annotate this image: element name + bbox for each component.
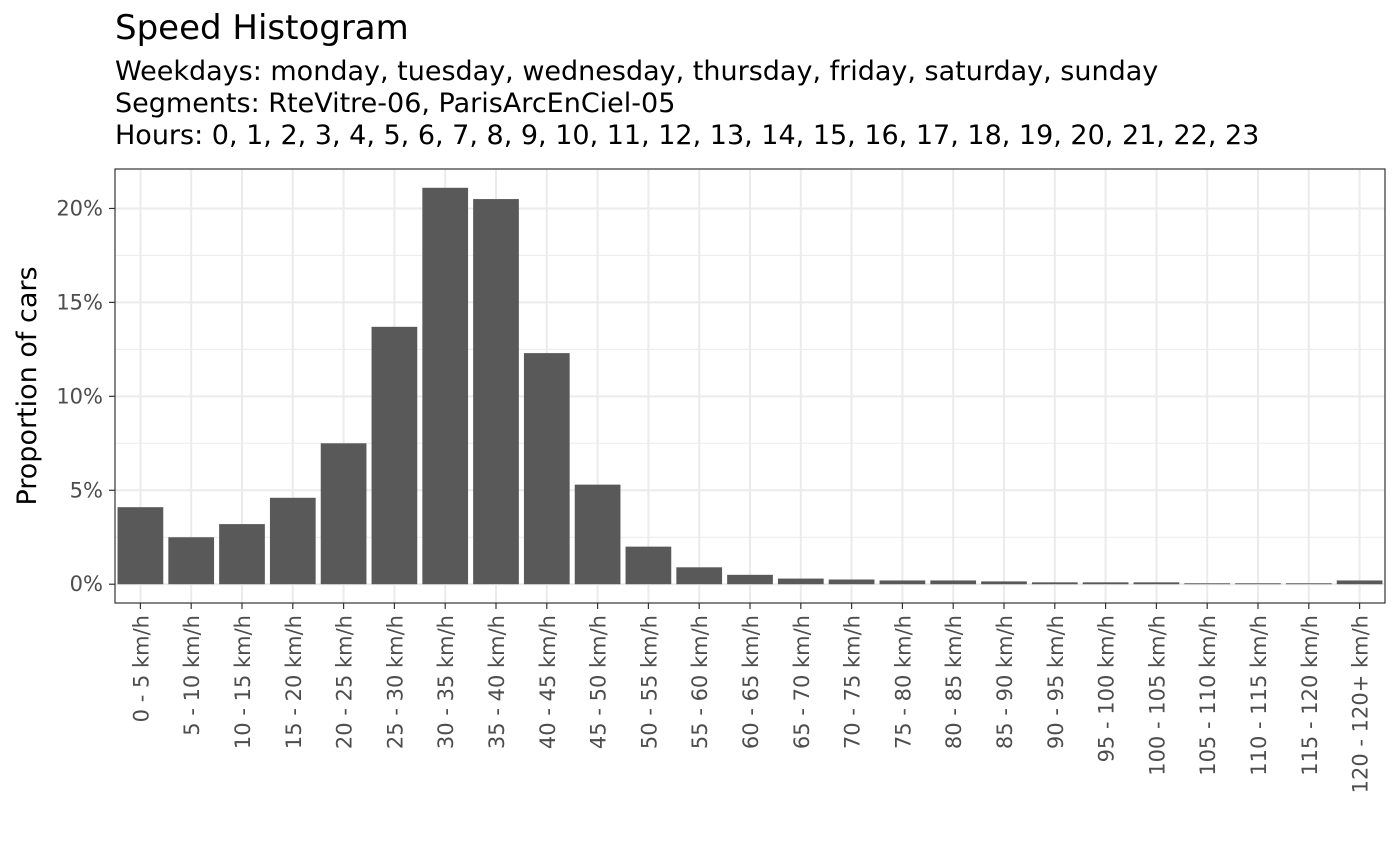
y-tick-label: 15% <box>56 290 103 314</box>
x-tick-label: 85 - 90 km/h <box>993 615 1017 749</box>
bar <box>777 578 824 585</box>
bar <box>828 579 875 585</box>
bar <box>320 443 367 585</box>
y-axis-label: Proportion of cars <box>12 266 43 505</box>
bar <box>1336 580 1383 585</box>
bar <box>930 580 977 585</box>
y-tick-label: 20% <box>56 196 103 220</box>
x-tick-label: 35 - 40 km/h <box>485 615 509 749</box>
bars <box>117 187 1383 585</box>
x-tick-label: 25 - 30 km/h <box>383 615 407 749</box>
x-tick-label: 0 - 5 km/h <box>129 615 153 722</box>
x-tick-label: 95 - 100 km/h <box>1095 615 1119 762</box>
bar <box>1082 582 1129 585</box>
x-tick-label: 110 - 115 km/h <box>1247 615 1271 776</box>
bar <box>473 199 519 585</box>
bar <box>676 567 723 585</box>
x-tick-label: 115 - 120 km/h <box>1298 615 1322 776</box>
chart-title: Speed Histogram <box>115 8 409 48</box>
x-tick-label: 20 - 25 km/h <box>333 615 357 749</box>
bar <box>422 187 469 585</box>
bar <box>1133 582 1180 585</box>
bar <box>625 546 672 585</box>
x-tick-label: 15 - 20 km/h <box>282 615 306 749</box>
x-tick-label: 30 - 35 km/h <box>434 615 458 749</box>
x-tick-label: 50 - 55 km/h <box>637 615 661 749</box>
bar <box>168 537 215 585</box>
bar <box>269 497 316 585</box>
x-tick-label: 80 - 85 km/h <box>942 615 966 749</box>
x-tick-label: 55 - 60 km/h <box>688 615 712 749</box>
x-tick-label: 120 - 120+ km/h <box>1349 615 1373 793</box>
x-axis: 0 - 5 km/h 5 - 10 km/h 10 - 15 km/h 15 - 20… <box>129 603 1373 793</box>
bar <box>1184 583 1231 585</box>
bar <box>117 507 164 585</box>
y-axis: 0% 5% 10% 15% 20% <box>56 196 115 596</box>
subtitle-weekdays: Weekdays: monday, tuesday, wednesday, th… <box>115 56 1159 87</box>
x-tick-label: 60 - 65 km/h <box>739 615 763 749</box>
x-tick-label: 70 - 75 km/h <box>841 615 865 749</box>
y-tick-label: 0% <box>70 572 103 596</box>
subtitle-segments: Segments: RteVitre-06, ParisArcEnCiel-05 <box>115 88 676 119</box>
x-tick-label: 105 - 110 km/h <box>1196 615 1220 776</box>
y-tick-label: 10% <box>56 384 103 408</box>
bar <box>1285 583 1332 585</box>
chart-subtitle: Weekdays: monday, tuesday, wednesday, th… <box>115 56 1259 152</box>
bar <box>574 484 621 585</box>
x-tick-label: 75 - 80 km/h <box>891 615 915 749</box>
bar <box>879 580 926 585</box>
x-tick-label: 90 - 95 km/h <box>1044 615 1068 749</box>
x-tick-label: 5 - 10 km/h <box>180 615 204 736</box>
x-tick-label: 65 - 70 km/h <box>790 615 814 749</box>
x-tick-label: 100 - 105 km/h <box>1145 615 1169 776</box>
y-tick-label: 5% <box>70 478 103 502</box>
bar <box>727 574 773 585</box>
bar <box>1031 582 1078 585</box>
bar <box>1235 583 1281 585</box>
bar <box>371 326 418 585</box>
x-tick-label: 40 - 45 km/h <box>536 615 560 749</box>
bar <box>219 524 265 585</box>
subtitle-hours: Hours: 0, 1, 2, 3, 4, 5, 6, 7, 8, 9, 10,… <box>115 120 1260 151</box>
bar <box>523 353 570 585</box>
bar <box>981 581 1027 585</box>
x-tick-label: 10 - 15 km/h <box>231 615 255 749</box>
x-tick-label: 45 - 50 km/h <box>587 615 611 749</box>
